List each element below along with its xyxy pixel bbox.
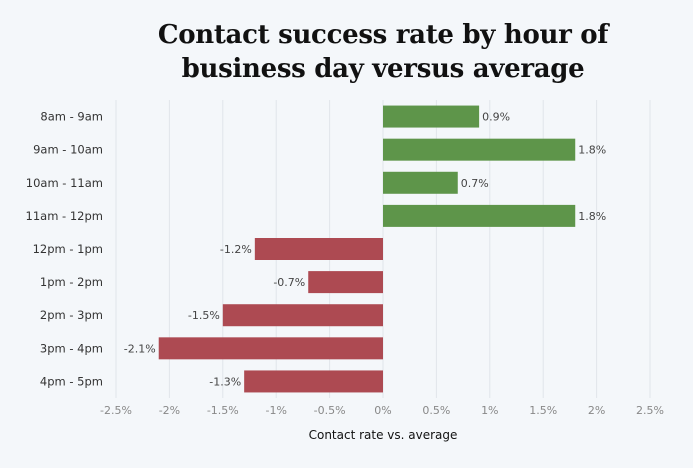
category-label: 9am - 10am (33, 143, 103, 157)
data-label: 0.7% (461, 177, 489, 190)
x-tick-label: 0.5% (422, 404, 450, 417)
category-label: 4pm - 5pm (40, 374, 103, 388)
x-tick-label: -1% (265, 404, 286, 417)
data-label: -1.3% (209, 375, 241, 388)
x-tick-label: -2.5% (100, 404, 132, 417)
bar (308, 271, 383, 294)
data-label: 1.8% (578, 144, 606, 157)
bar (383, 138, 576, 161)
x-tick-label: -2% (159, 404, 180, 417)
x-tick-label: -0.5% (314, 404, 346, 417)
x-tick-label: 1.5% (529, 404, 557, 417)
category-label: 11am - 12pm (26, 209, 103, 223)
title-line-2: business day versus average (181, 54, 585, 84)
bar (383, 105, 480, 128)
x-tick-label: 0% (374, 404, 391, 417)
bar (244, 370, 383, 393)
data-label: 1.8% (578, 210, 606, 223)
data-label: -2.1% (124, 342, 156, 355)
x-tick-label: -1.5% (207, 404, 239, 417)
category-label: 12pm - 1pm (33, 242, 103, 256)
data-label: -1.2% (220, 243, 252, 256)
category-label: 1pm - 2pm (40, 275, 103, 289)
bar (158, 337, 383, 360)
bar (383, 204, 576, 227)
x-tick-label: 1% (481, 404, 498, 417)
data-label: 0.9% (482, 111, 510, 124)
bar (222, 304, 383, 327)
x-tick-label: 2% (588, 404, 605, 417)
data-label: -0.7% (273, 276, 305, 289)
x-axis-title: Contact rate vs. average (309, 428, 458, 442)
chart-title: Contact success rate by hour of business… (130, 18, 636, 86)
data-label: -1.5% (188, 309, 220, 322)
bar (254, 238, 383, 260)
x-tick-label: 2.5% (636, 404, 664, 417)
title-line-1: Contact success rate by hour of (157, 20, 609, 50)
category-label: 3pm - 4pm (40, 341, 103, 355)
category-label: 8am - 9am (40, 110, 103, 124)
category-label: 2pm - 3pm (40, 308, 103, 322)
category-label: 10am - 11am (26, 176, 103, 190)
bar (383, 171, 458, 194)
